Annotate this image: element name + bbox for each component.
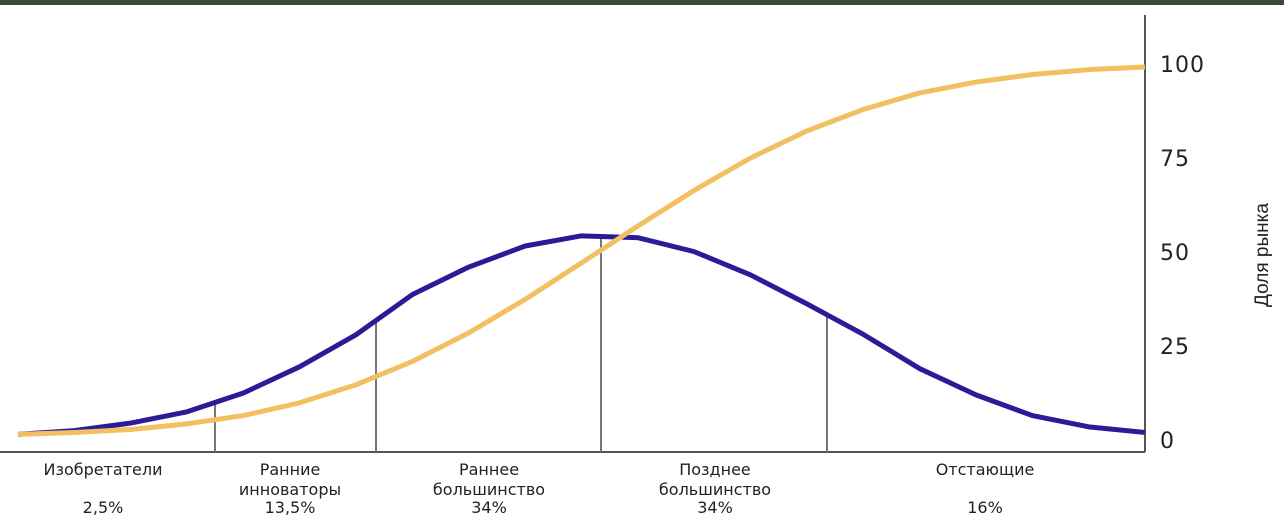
segment-label: большинство (659, 480, 771, 499)
y-tick-label: 100 (1160, 53, 1205, 78)
segment-share: 16% (967, 498, 1003, 517)
segment-label: Отстающие (936, 460, 1035, 479)
segment-label: большинство (433, 480, 545, 499)
y-tick-label: 75 (1160, 147, 1190, 172)
curve (18, 67, 1145, 434)
segment-share: 34% (471, 498, 507, 517)
segment-label: Раннее (459, 460, 519, 479)
segment-label: Позднее (679, 460, 751, 479)
y-tick-label: 25 (1160, 335, 1190, 360)
segment-share: 13,5% (265, 498, 316, 517)
y-axis-label: Доля рынка (1252, 203, 1273, 307)
y-tick-label: 50 (1160, 241, 1190, 266)
chart: Доля рынка 0 25 50 75 100 Изобретатели 2,5% Ран… (0, 0, 1284, 518)
segment-label: Ранние (260, 460, 321, 479)
segment-share: 2,5% (83, 498, 124, 517)
y-tick-label: 0 (1160, 429, 1175, 454)
top-strip (0, 0, 1284, 5)
segment-label: Изобретатели (43, 460, 162, 479)
segment-share: 34% (697, 498, 733, 517)
segment-label: инноваторы (239, 480, 341, 499)
